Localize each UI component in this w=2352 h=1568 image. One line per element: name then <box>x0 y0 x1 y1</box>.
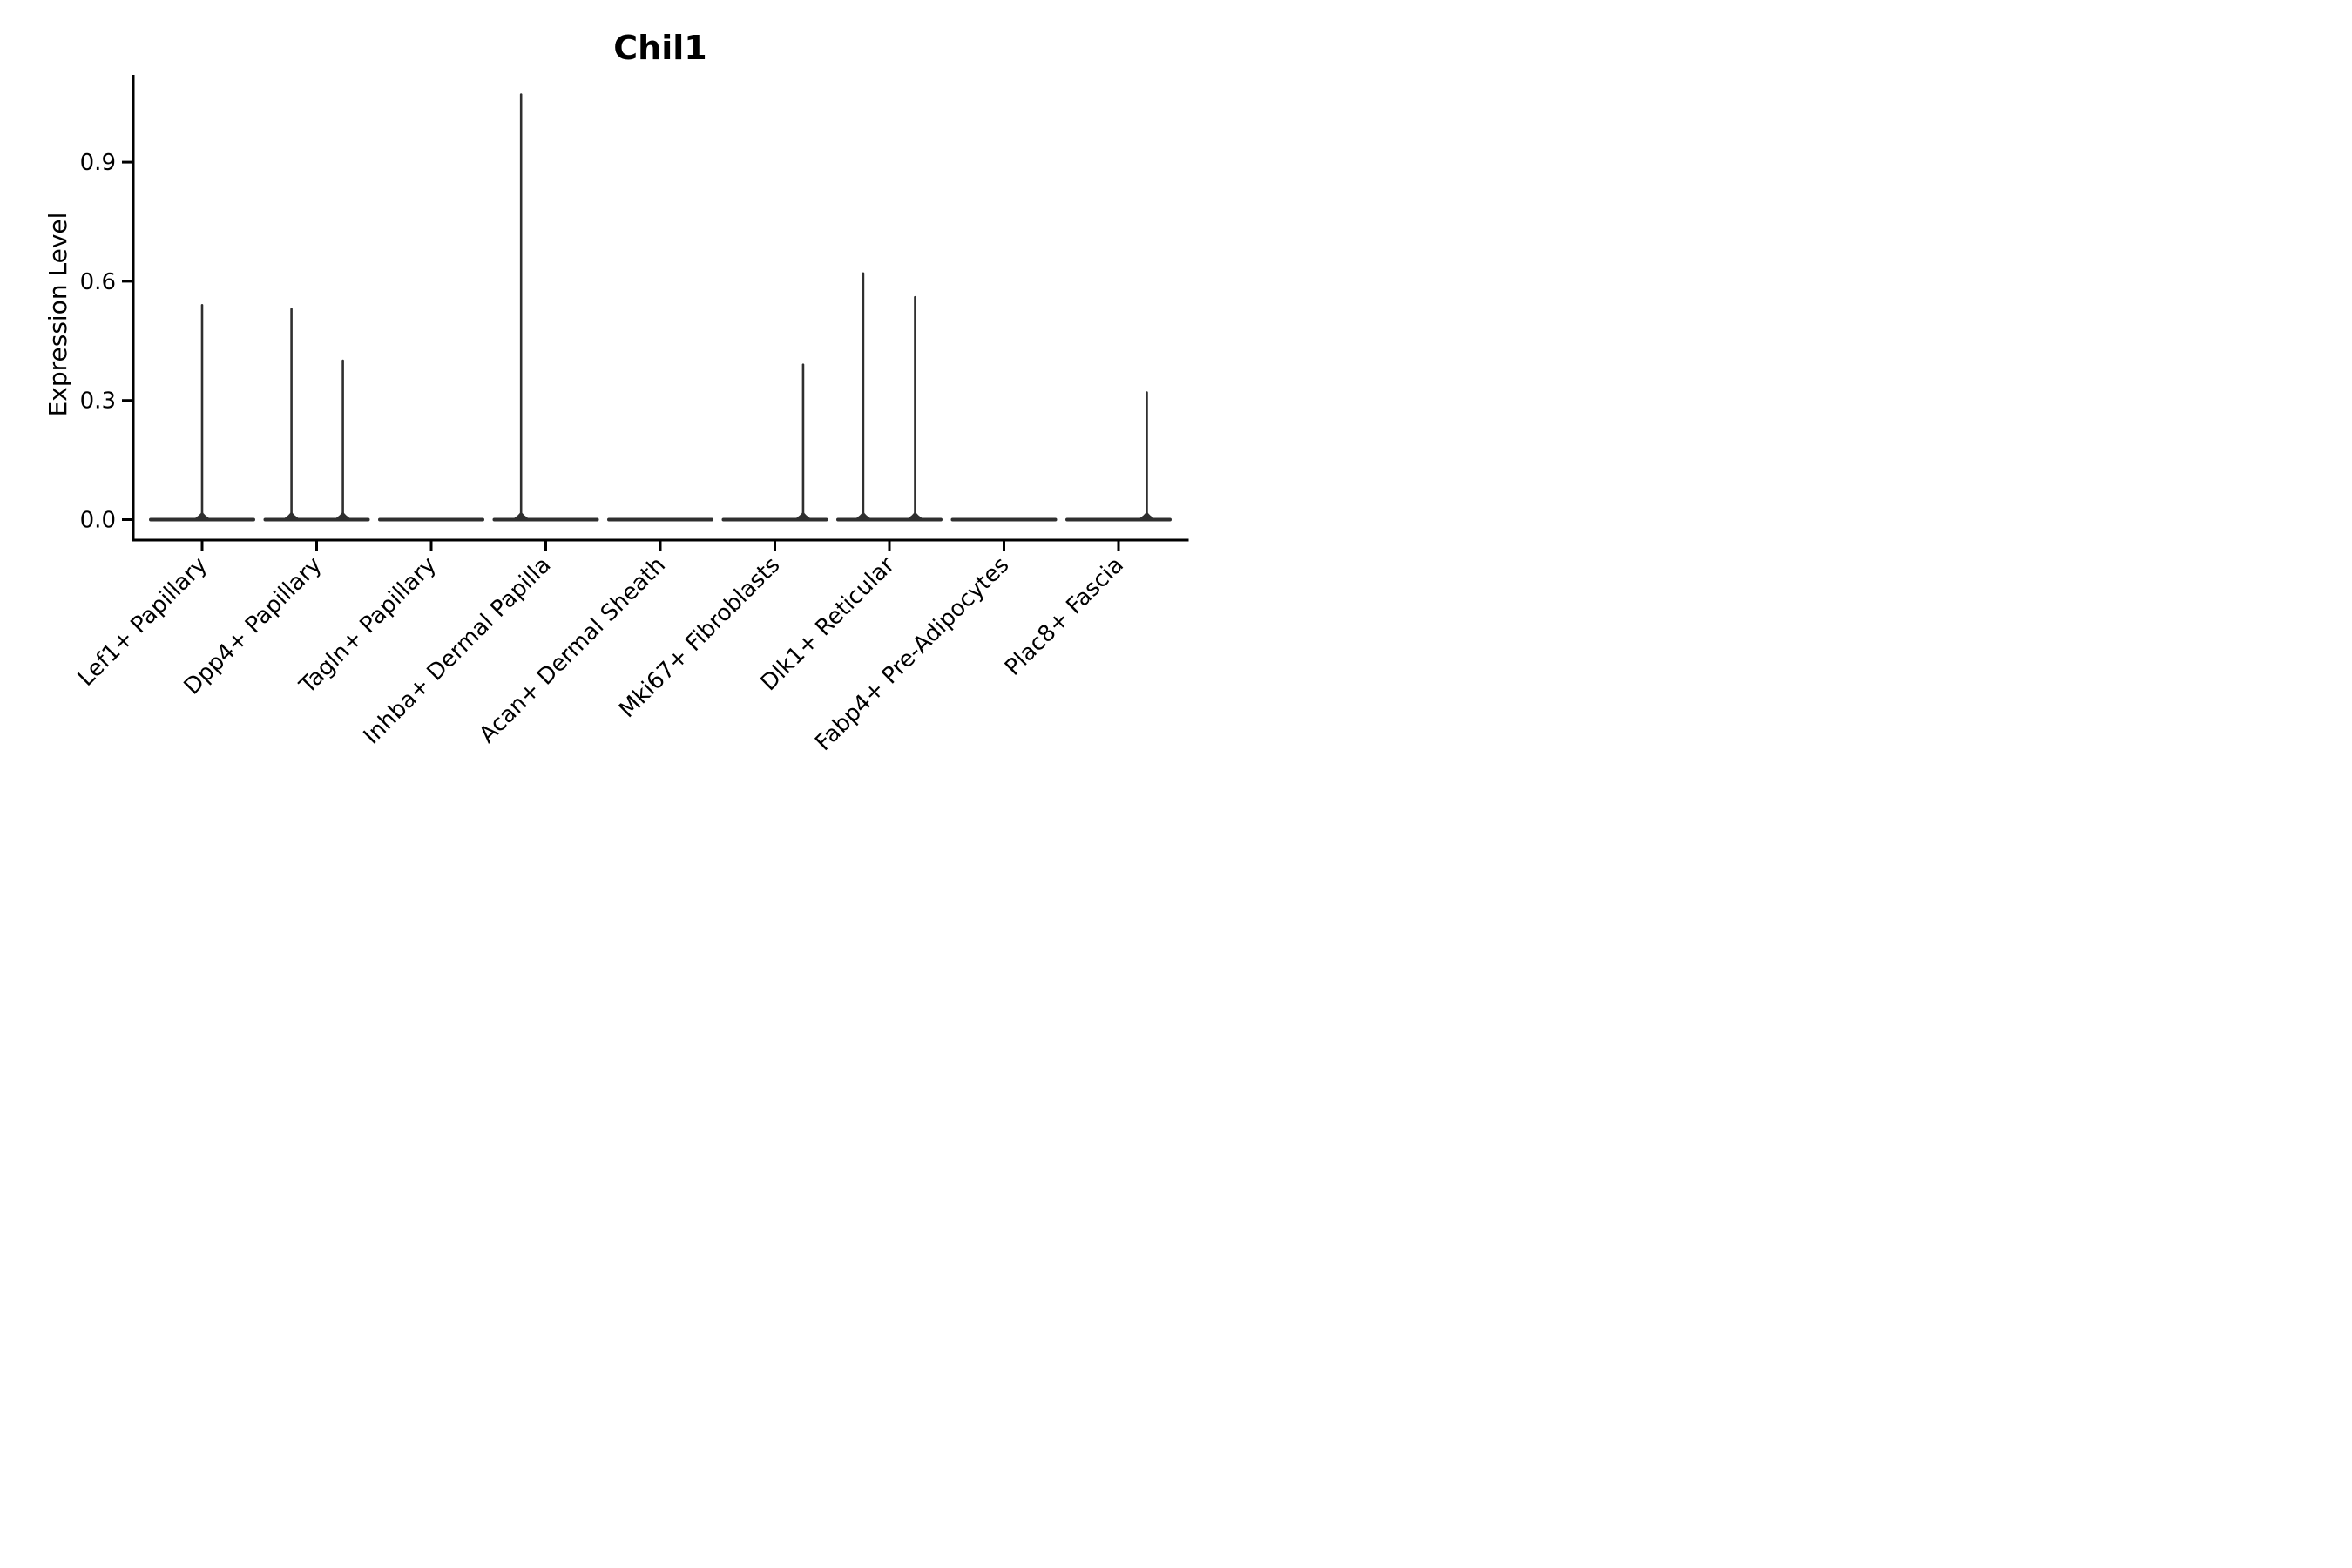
x-category-label: Acan+ Dermal Sheath <box>475 552 671 748</box>
y-tick-label: 0.6 <box>80 269 116 295</box>
y-tick-label: 0.3 <box>80 389 116 415</box>
x-tick-group <box>200 540 1120 551</box>
y-tick-label: 0.0 <box>80 508 116 534</box>
violin-group <box>149 93 1172 522</box>
y-tick-group: 0.0 0.3 0.6 0.9 <box>80 150 133 534</box>
y-tick-label: 0.9 <box>80 150 116 176</box>
y-axis-label: Expression Level <box>44 213 72 417</box>
x-category-label: Fabp4+ Pre-Adipocytes <box>810 552 1014 756</box>
plot-title: Chil1 <box>613 29 706 67</box>
x-category-label: Inhba+ Dermal Papilla <box>359 552 557 750</box>
violin-plot-figure: 0.0 0.3 0.6 0.9 Lef1+ Papillary Dpp4+ Papill… <box>35 14 1211 798</box>
x-category-label: Plac8+ Fascia <box>1000 552 1129 681</box>
